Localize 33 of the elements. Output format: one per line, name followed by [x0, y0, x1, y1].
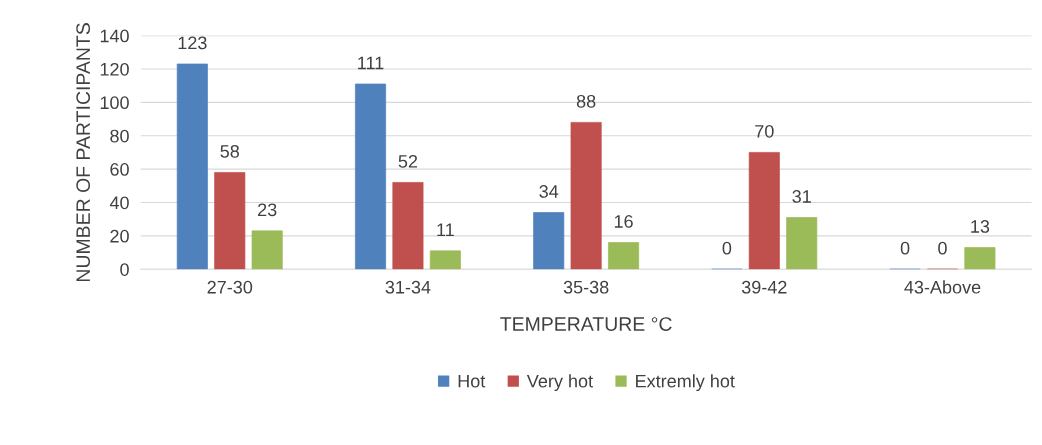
data-label: 70	[755, 124, 774, 138]
data-label: 13	[971, 220, 990, 233]
data-label: 11	[437, 223, 454, 237]
data-label: 0	[938, 241, 947, 255]
y-axis-title: NUMBER OF PARTICIPANTS	[76, 23, 91, 282]
data-label: 23	[258, 203, 277, 217]
y-tick-label: 20	[110, 229, 129, 243]
data-label: 111	[358, 56, 384, 70]
y-tick-label: 60	[110, 163, 129, 176]
data-label: 88	[576, 94, 596, 108]
x-axis-title: TEMPERATURE °C	[500, 317, 672, 331]
data-label: 34	[539, 185, 559, 198]
data-label: 52	[398, 154, 418, 168]
data-label: 58	[220, 144, 240, 158]
x-tick-label: 43-Above	[904, 280, 981, 294]
x-tick-label: 31-34	[385, 280, 431, 294]
y-tick-label: 100	[100, 96, 129, 110]
y-tick-label: 140	[100, 29, 129, 43]
legend-label: Very hot	[526, 374, 593, 392]
y-tick-label: 120	[100, 62, 129, 76]
data-label: 123	[178, 36, 207, 50]
x-tick-label: 39-42	[741, 280, 787, 294]
data-label: 0	[900, 241, 910, 255]
y-tick-label: 40	[109, 196, 129, 210]
data-label: 16	[614, 215, 633, 228]
y-tick-label: 0	[120, 263, 129, 276]
legend-label: Extremly hot	[636, 374, 735, 392]
y-tick-label: 80	[110, 129, 129, 143]
legend-label: Hot	[458, 374, 486, 388]
data-label: 31	[792, 190, 811, 203]
x-tick-label: 27-30	[207, 280, 253, 294]
x-tick-label: 35-38	[563, 280, 609, 294]
data-label: 0	[722, 241, 732, 255]
